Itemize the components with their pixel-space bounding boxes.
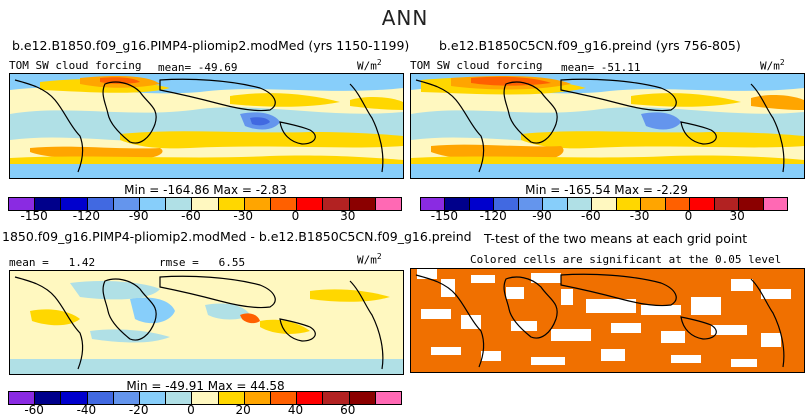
units-top-right: W/m2 — [760, 58, 785, 73]
panel-title-bottom-right: T-test of the two means at each grid poi… — [484, 231, 748, 246]
colorbar-swatch — [166, 198, 193, 210]
colorbar-swatch — [244, 198, 272, 210]
colorbar-swatch — [665, 198, 691, 210]
colorbar-swatch — [518, 198, 544, 210]
colorbar-swatch — [690, 198, 715, 210]
colorbar-swatch — [218, 392, 245, 404]
colorbar-tick-label: -30 — [233, 209, 253, 223]
panel-title-top-right: b.e12.B1850C5CN.f09_g16.preind (yrs 756-… — [439, 38, 741, 53]
colorbar-top-right — [420, 197, 788, 211]
colorbar-swatch — [375, 198, 402, 210]
map-top-right — [410, 73, 805, 179]
panel-title-bottom-left: 1850.f09_g16.PIMP4-pliomip2.modMed - b.e… — [2, 229, 472, 244]
colorbar-tick-label: -40 — [76, 403, 97, 417]
colorbar-swatch — [616, 198, 642, 210]
colorbar-swatch — [218, 198, 245, 210]
minmax-top-right: Min = -165.54 Max = -2.29 — [525, 183, 688, 197]
colorbar-swatch — [61, 392, 88, 404]
variable-label-top-left: TOM SW cloud forcing — [9, 59, 142, 72]
colorbar-tick-label: 40 — [287, 403, 304, 417]
colorbar-swatch — [421, 198, 446, 210]
mean-label-bottom-left: mean = 1.42 — [9, 256, 96, 269]
colorbar-swatch — [323, 198, 350, 210]
variable-label-top-right: TOM SW cloud forcing — [410, 59, 543, 72]
colorbar-swatch — [494, 198, 519, 210]
minmax-bottom-left: Min = -49.91 Max = 44.58 — [126, 379, 285, 393]
colorbar-tick-label: -90 — [532, 209, 552, 223]
colorbar-swatch — [87, 198, 114, 210]
colorbar-swatch — [192, 392, 219, 404]
ttest-field-bottom-right — [411, 269, 804, 372]
colorbar-swatch — [323, 392, 350, 404]
colorbar-swatch — [166, 392, 193, 404]
colorbar-tick-label: 0 — [291, 209, 300, 223]
colorbar-swatch — [61, 198, 88, 210]
colorbar-swatch — [297, 392, 324, 404]
minmax-top-left: Min = -164.86 Max = -2.83 — [124, 183, 287, 197]
colorbar-tick-label: -60 — [580, 209, 601, 223]
colorbar-tick-label: 60 — [340, 403, 356, 417]
colorbar-bottom-left — [8, 391, 402, 405]
colorbar-swatch — [244, 392, 272, 404]
colorbar-swatch — [87, 392, 114, 404]
colorbar-ticks-bottom-left: -60 -40 -20 0 20 40 60 — [8, 403, 400, 417]
colorbar-swatch — [35, 198, 62, 210]
colorbar-swatch — [349, 392, 376, 404]
colorbar-swatch — [35, 392, 62, 404]
colorbar-tick-label: 20 — [235, 403, 251, 417]
colorbar-tick-label: -60 — [181, 209, 201, 223]
colorbar-tick-label: 0 — [684, 209, 693, 223]
colorbar-swatch — [192, 198, 219, 210]
colorbar-swatch — [592, 198, 617, 210]
colorbar-tick-label: -90 — [128, 209, 149, 223]
colorbar-swatch — [763, 198, 788, 210]
colorbar-swatch — [349, 198, 376, 210]
figure-title: ANN — [381, 6, 429, 30]
mean-label-top-left: mean= -49.69 — [158, 61, 238, 74]
colorbar-swatch — [641, 198, 666, 210]
colorbar-swatch — [445, 198, 470, 210]
map-field-top-left — [10, 74, 403, 178]
colorbar-tick-label: -150 — [430, 209, 459, 223]
panel-subtitle-bottom-right: Colored cells are significant at the 0.0… — [470, 253, 782, 266]
colorbar-swatch — [113, 198, 141, 210]
colorbar-swatch — [9, 392, 36, 404]
colorbar-swatch — [9, 198, 36, 210]
colorbar-swatch — [113, 392, 141, 404]
map-field-top-right — [411, 74, 804, 178]
units-bottom-left: W/m2 — [357, 252, 382, 267]
colorbar-tick-label: -150 — [20, 209, 48, 223]
units-top-left: W/m2 — [357, 58, 382, 73]
colorbar-swatch — [567, 198, 593, 210]
colorbar-tick-label: -60 — [24, 403, 44, 417]
map-bottom-left — [9, 270, 404, 375]
colorbar-swatch — [469, 198, 495, 210]
map-bottom-right — [410, 268, 805, 373]
colorbar-swatch — [297, 198, 324, 210]
colorbar-ticks-top-left: -150 -120 -90 -60 -30 0 30 — [8, 209, 400, 223]
colorbar-tick-label: 0 — [187, 403, 195, 417]
colorbar-tick-label: -30 — [629, 209, 650, 223]
colorbar-swatch — [271, 198, 298, 210]
colorbar-swatch — [140, 198, 167, 210]
colorbar-ticks-top-right: -150 -120 -90 -60 -30 0 30 — [420, 209, 786, 223]
colorbar-swatch — [739, 198, 764, 210]
map-top-left — [9, 73, 404, 179]
colorbar-top-left — [8, 197, 402, 211]
rmse-label-bottom-left: rmse = 6.55 — [159, 256, 246, 269]
colorbar-swatch — [140, 392, 167, 404]
colorbar-tick-label: 30 — [729, 209, 745, 223]
colorbar-swatch — [271, 392, 298, 404]
colorbar-swatch — [375, 392, 402, 404]
colorbar-swatch — [543, 198, 568, 210]
colorbar-tick-label: -20 — [128, 403, 149, 417]
colorbar-tick-label: -120 — [479, 209, 507, 223]
colorbar-tick-label: -120 — [72, 209, 101, 223]
mean-label-top-right: mean= -51.11 — [561, 61, 641, 74]
map-field-bottom-left — [10, 271, 403, 374]
panel-title-top-left: b.e12.B1850.f09_g16.PIMP4-pliomip2.modMe… — [12, 38, 410, 53]
colorbar-tick-label: 30 — [340, 209, 356, 223]
colorbar-swatch — [714, 198, 740, 210]
